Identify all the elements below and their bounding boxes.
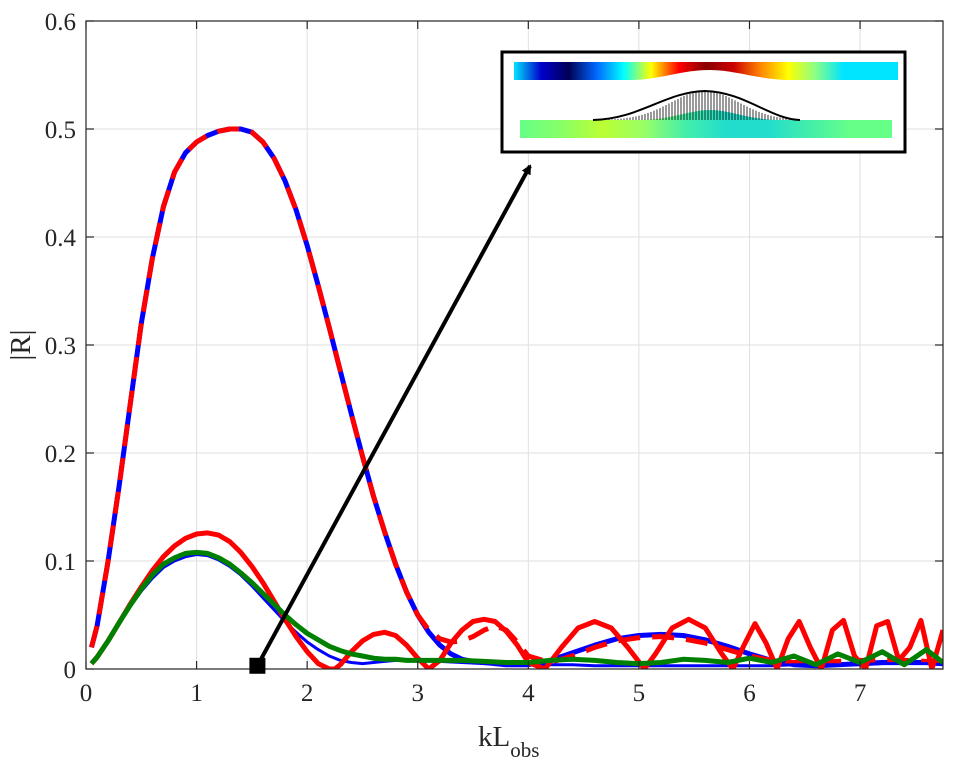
x-axis-title-subscript: obs: [510, 738, 539, 762]
y-tick-label: 0.4: [45, 225, 77, 252]
x-tick-label: 7: [854, 680, 867, 707]
x-tick-label: 5: [633, 680, 646, 707]
x-tick-label: 1: [190, 680, 203, 707]
y-axis-title: |R|: [5, 330, 37, 361]
annotation: [249, 164, 532, 674]
x-tick-label: 3: [411, 680, 424, 707]
y-tick-label: 0.2: [45, 441, 76, 468]
x-tick-label: 0: [80, 680, 93, 707]
inset-bump-curve: [592, 89, 801, 121]
inset-bottom-strip: [520, 110, 892, 138]
series-line-4: [89, 549, 943, 668]
tick-labels: 0 1 2 3 4 5 6 7 0 0.1 0.2 0.3 0.4 0.5 0.6: [45, 9, 867, 707]
annotation-square-marker: [249, 657, 266, 674]
series-line-3: [89, 530, 943, 669]
ticks: [85, 20, 943, 670]
series-line-1: [89, 126, 943, 665]
x-axis-title-main: kL: [478, 721, 510, 753]
x-tick-label: 2: [301, 680, 314, 707]
y-tick-label: 0.5: [45, 117, 76, 144]
x-axis-title: kLobs: [478, 721, 539, 762]
x-tick-label: 4: [522, 680, 535, 707]
y-tick-label: 0.6: [45, 9, 76, 36]
y-tick-label: 0.3: [45, 333, 76, 360]
inset-diagram: [500, 50, 907, 154]
y-tick-label: 0: [64, 657, 77, 684]
y-tick-label: 0.1: [45, 549, 76, 576]
inset-hatched-bump: [596, 91, 799, 120]
annotation-arrow: [255, 164, 532, 667]
x-tick-label: 6: [743, 680, 756, 707]
inset-top-strip: [514, 62, 898, 80]
